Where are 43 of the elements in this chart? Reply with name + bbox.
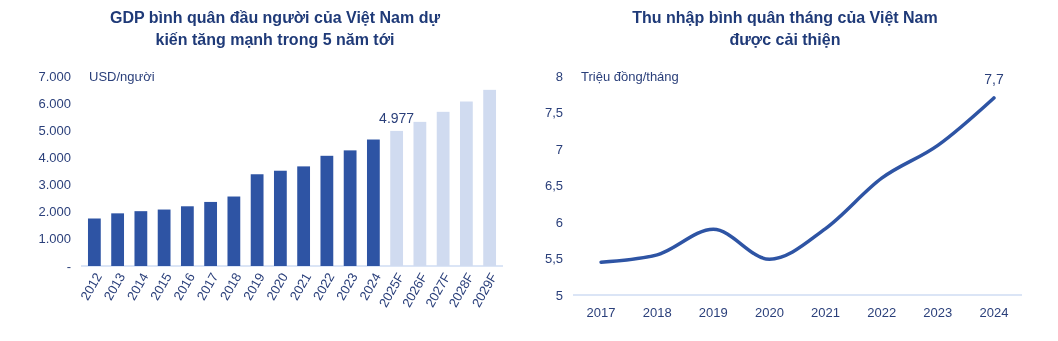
- bar: [157, 209, 171, 266]
- y-tick-label: 6,5: [544, 178, 563, 194]
- x-tick-label: 2021: [811, 305, 841, 320]
- y-tick-label: 6.000: [38, 95, 71, 111]
- bar: [204, 201, 218, 266]
- y-tick-label: -: [66, 258, 71, 274]
- chart-title: Thu nhập bình quân tháng của Việt Nam được cải thiện: [632, 9, 938, 48]
- bar: [320, 155, 334, 266]
- x-tick-label: 2017: [586, 305, 616, 320]
- y-tick-label: 4.000: [38, 149, 71, 165]
- x-tick-label: 2019: [698, 305, 728, 320]
- bar: [180, 206, 194, 266]
- y-axis-title: USD/người: [89, 68, 155, 84]
- y-tick-label: 3.000: [38, 177, 71, 193]
- y-tick-label: 6: [555, 214, 563, 230]
- data-label: 7,7: [984, 70, 1004, 87]
- bar: [250, 174, 264, 266]
- bar: [134, 211, 148, 266]
- data-label: 4.977: [379, 109, 415, 126]
- y-tick-label: 2.000: [38, 204, 71, 220]
- x-tick-label: 2020: [754, 305, 784, 320]
- y-tick-label: 5: [555, 287, 563, 303]
- bar: [343, 150, 357, 266]
- y-axis-title: Triệu đồng/tháng: [581, 68, 679, 84]
- y-tick-label: 5,5: [544, 251, 563, 267]
- y-tick-label: 7,5: [544, 105, 563, 121]
- y-tick-label: 7.000: [38, 68, 71, 84]
- y-tick-label: 5.000: [38, 122, 71, 138]
- bar: [87, 218, 101, 266]
- y-tick-label: 7: [555, 141, 563, 157]
- line-series: [599, 96, 996, 264]
- y-tick-label: 8: [555, 68, 563, 84]
- bar: [273, 170, 287, 266]
- x-tick-label: 2018: [642, 305, 672, 320]
- x-tick-label: 2022: [867, 305, 897, 320]
- bar: [111, 213, 125, 266]
- bar: [297, 166, 311, 266]
- bar: [227, 196, 241, 266]
- x-tick-label: 2024: [979, 305, 1009, 320]
- y-tick-label: 1.000: [38, 231, 71, 247]
- chart-title: GDP bình quân đầu người của Việt Nam dự kiến tăng mạnh trong 5 năm tới: [110, 9, 441, 48]
- bar: [366, 139, 380, 266]
- x-tick-label: 2023: [923, 305, 953, 320]
